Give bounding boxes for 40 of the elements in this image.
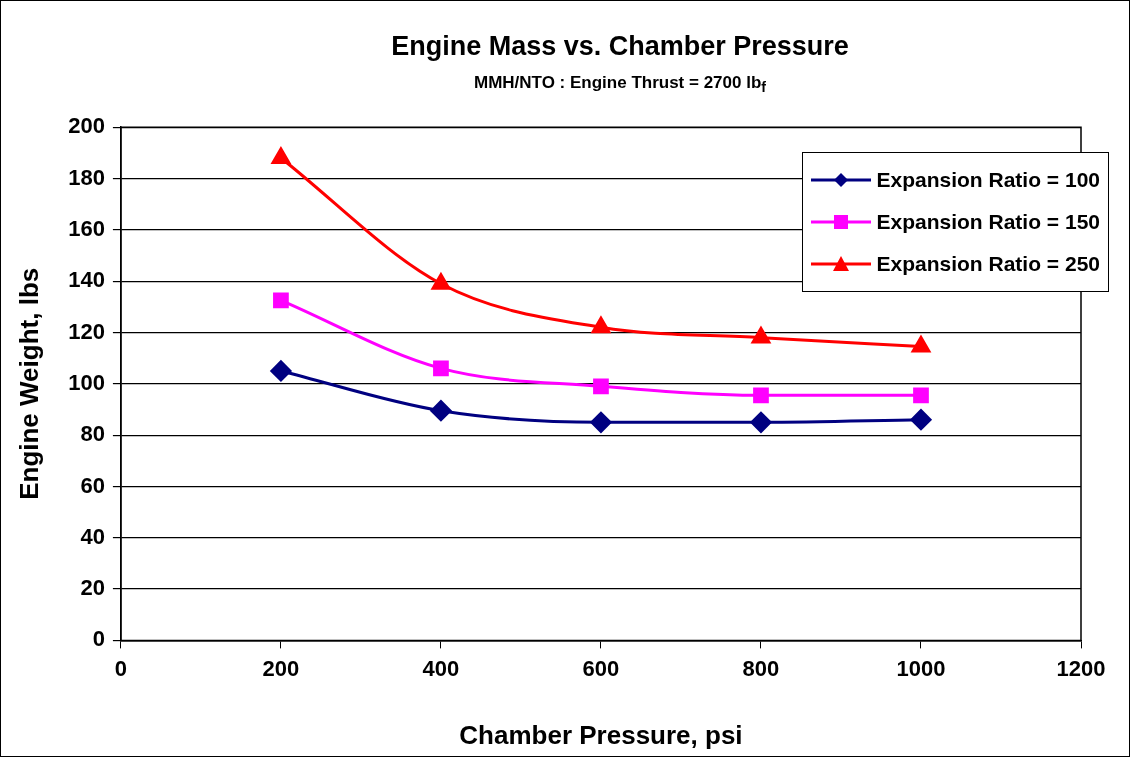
x-tick-label: 0 [114,655,128,681]
point [270,360,292,382]
x-tick-label: 200 [262,655,300,681]
y-axis-title: Engine Weight, lbs [13,267,44,500]
y-tick-label: 180 [68,164,105,190]
x-tick-label: 600 [582,655,620,681]
legend-label: Expansion Ratio = 100 [876,168,1100,193]
y-tick-label: 0 [92,626,105,652]
point [271,147,291,164]
chart-title: Engine Mass vs. Chamber Pressure [390,31,850,62]
x-axis-title: Chamber Pressure, psi [459,719,743,750]
point [751,327,771,344]
y-tick-label: 20 [80,575,105,601]
point [431,273,451,290]
y-tick-label: 160 [68,215,105,241]
point [591,316,611,334]
point [911,336,931,353]
y-tick-label: 200 [68,113,105,139]
legend-label: Expansion Ratio = 150 [876,210,1100,235]
chart-subtitle: MMH/NTO : Engine Thrust = 2700 lb$_{f}$ [473,73,767,96]
point [910,409,932,431]
x-tick-label: 800 [742,655,780,681]
y-tick-label: 60 [80,472,105,498]
y-tick-label: 140 [68,267,105,293]
point [433,360,449,377]
y-tick-label: 40 [80,523,105,549]
y-tick-label: 120 [68,318,105,344]
y-tick-label: 80 [80,421,105,447]
x-tick-label: 1000 [896,655,946,681]
point [430,400,452,422]
x-tick-label: 1200 [1056,655,1106,681]
point [590,411,612,433]
y-tick-label: 100 [68,369,105,395]
x-tick-label: 400 [422,655,460,681]
point [593,378,609,395]
point [273,292,289,309]
point [913,387,929,404]
point [753,387,769,404]
legend-label: Expansion Ratio = 250 [876,252,1100,277]
point [750,411,772,433]
